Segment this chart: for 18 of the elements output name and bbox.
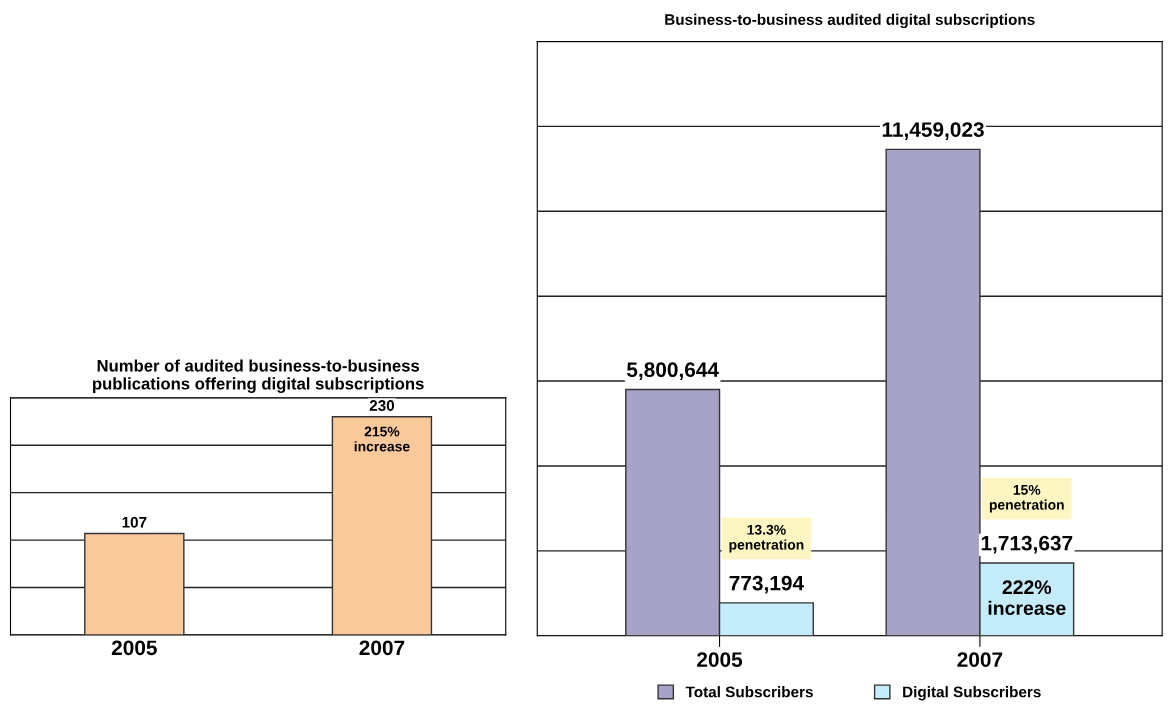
annotation: 13.3% penetration <box>729 524 804 553</box>
legend-label: Total Subscribers <box>685 686 813 698</box>
data-label: 5,800,644 <box>626 362 719 381</box>
annotation: 215% increase <box>354 426 410 452</box>
annotation: 222% increase <box>988 580 1066 616</box>
x-tick-label: 2005 <box>111 640 157 656</box>
x-tick-label: 2007 <box>359 640 405 656</box>
x-tick-label: 2005 <box>697 652 743 667</box>
annotation: 15% penetration <box>989 484 1064 513</box>
chart-title: Number of audited business-to-business publications offering digital subscriptions <box>93 359 424 393</box>
data-label: 1,713,637 <box>981 535 1073 554</box>
data-label: 11,459,023 <box>882 122 984 140</box>
data-label: 773,194 <box>729 575 804 594</box>
chart-title: Business-to-business audited digital subscriptions <box>665 13 1035 29</box>
legend-label: Digital Subscribers <box>903 686 1041 701</box>
data-label: 107 <box>122 516 147 528</box>
data-label: 230 <box>369 400 395 411</box>
x-tick-label: 2007 <box>957 652 1003 667</box>
